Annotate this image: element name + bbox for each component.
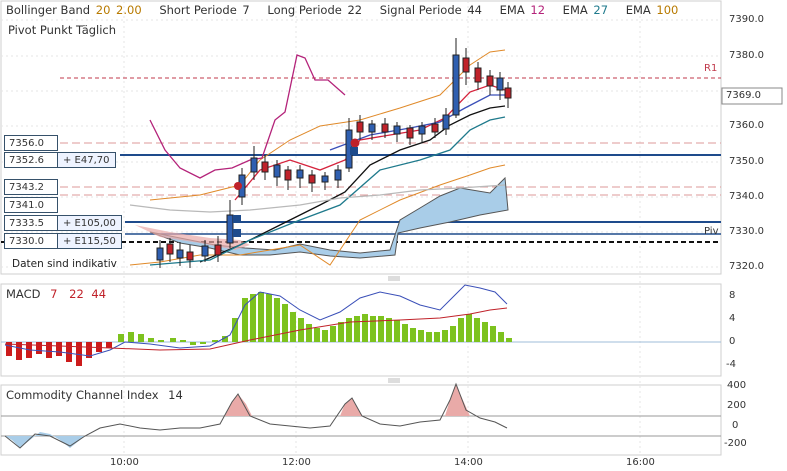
ema100-gray: [129, 184, 506, 213]
long-period-value: 22: [347, 3, 363, 17]
order-profit: + E115,50: [57, 234, 121, 248]
cci-high-fill: [340, 398, 362, 416]
long-period-label: Long Periode: [267, 3, 342, 17]
order-level-7341[interactable]: 7341.0: [4, 197, 58, 213]
price-panel-frame: [0, 0, 722, 275]
macd-param-2: 22: [69, 287, 84, 301]
ema3-value: 100: [656, 3, 679, 17]
short-period-label: Short Periode: [159, 3, 237, 17]
order-price: 7333.5: [9, 218, 44, 229]
macd-tick: -4: [726, 359, 736, 370]
order-price: 7330.0: [9, 236, 44, 247]
cci-line: [4, 382, 508, 449]
cci-tick: 400: [727, 380, 747, 391]
ema-red: [234, 84, 506, 201]
cci-label: Commodity Channel Index: [6, 388, 159, 402]
price-tick: 7320.0: [729, 261, 764, 272]
resize-grip: [388, 276, 400, 281]
macd-param-3: 44: [91, 287, 107, 301]
ema-black: [199, 105, 506, 263]
price-tick: 7350.0: [729, 156, 764, 167]
macd-signal-line: [4, 307, 508, 351]
time-tick: 10:00: [110, 457, 139, 468]
cci-tick: -200: [724, 438, 747, 449]
time-tick: 16:00: [626, 457, 655, 468]
cci-panel-frame: [0, 384, 722, 456]
cci-tick: 200: [727, 400, 747, 411]
macd-label: MACD: [6, 287, 41, 301]
order-price: 7341.0: [9, 200, 44, 211]
ema3-label: EMA: [625, 3, 651, 17]
signal-period-label: Signal Periode: [379, 3, 462, 17]
cci-tick: 0: [732, 420, 739, 431]
cci-legend: Commodity Channel Index 14: [6, 388, 183, 402]
ema1-value: 12: [530, 3, 546, 17]
bollinger-lower: [129, 164, 506, 266]
sell-signal-marker: [234, 182, 242, 190]
macd-panel-frame: [0, 283, 722, 377]
buy-signal-marker: [350, 147, 358, 155]
signal-period-value: 44: [467, 3, 482, 17]
macd-tick: 4: [729, 313, 736, 324]
macd-tick: 8: [729, 290, 736, 301]
price-tick: 7380.0: [729, 50, 764, 61]
order-level-7356[interactable]: 7356.0: [4, 135, 58, 151]
ema2-value: 27: [593, 3, 609, 17]
order-level-7333[interactable]: 7333.5 + E105,00: [4, 215, 122, 231]
ema2-label: EMA: [562, 3, 588, 17]
cci-high-fill: [445, 384, 470, 416]
current-price-box: [721, 87, 783, 105]
order-price: 7343.2: [9, 182, 44, 193]
indicator-legend: Bollinger Band 20 2.00 Short Periode 7 L…: [6, 3, 680, 17]
price-tick: 7390.0: [729, 14, 764, 25]
macd-line: [4, 284, 508, 357]
price-tick: 7340.0: [729, 191, 764, 202]
price-tick: 7360.0: [729, 120, 764, 131]
time-tick: 14:00: [454, 457, 483, 468]
r1-label: R1: [704, 63, 718, 74]
cci-high-fill: [225, 394, 252, 416]
bollinger-param-2: 2.00: [116, 3, 142, 17]
bollinger-param-1: 20: [95, 3, 111, 17]
order-level-7330[interactable]: 7330.0 + E115,50: [4, 233, 122, 249]
buy-signal-marker: [233, 215, 241, 223]
cloud-area-red: [135, 225, 250, 250]
order-price: 7352.6: [9, 155, 44, 166]
pivot-legend: Pivot Punkt Täglich: [8, 23, 117, 37]
buy-signal-marker: [233, 229, 241, 237]
macd-legend: MACD 7 22 44: [6, 287, 106, 301]
pivot-label: Piv: [704, 226, 719, 237]
time-tick: 12:00: [282, 457, 311, 468]
short-period-value: 7: [242, 3, 250, 17]
order-profit: + E47,70: [57, 153, 115, 167]
order-level-7352[interactable]: 7352.6 + E47,70: [4, 152, 116, 168]
resize-grip: [388, 378, 400, 383]
indicative-data-note: Daten sind indikativ: [12, 258, 117, 270]
macd-param-1: 7: [50, 287, 58, 301]
sell-signal-marker: [350, 138, 360, 148]
bollinger-label: Bollinger Band: [6, 3, 91, 17]
cci-period: 14: [168, 388, 183, 402]
ema27-teal: [149, 116, 506, 266]
price-tick: 7330.0: [729, 226, 764, 237]
macd-tick: 0: [729, 336, 736, 347]
ema1-label: EMA: [499, 3, 525, 17]
bollinger-upper: [149, 49, 506, 201]
order-profit: + E105,00: [57, 216, 121, 230]
order-price: 7356.0: [9, 138, 44, 149]
current-price-label: 7369.0: [726, 90, 761, 101]
order-level-7343[interactable]: 7343.2: [4, 179, 58, 195]
macd-histogram: [6, 292, 512, 366]
ema12-purple: [149, 54, 346, 179]
